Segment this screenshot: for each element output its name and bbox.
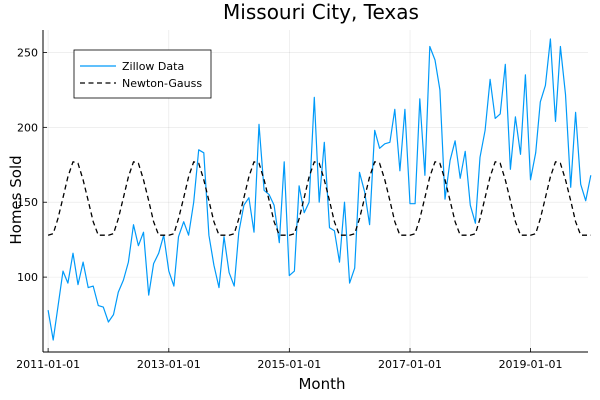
x-axis-label: Month [298,375,345,393]
x-tick-label: 2017-01-01 [378,358,442,371]
y-tick-label: 150 [17,196,38,209]
axes: 2011-01-01 2013-01-01 2015-01-01 2017-01-01… [16,30,588,371]
y-tick-label: 200 [17,121,38,134]
chart-title: Missouri City, Texas [223,0,419,24]
y-axis-label: Homes Sold [7,155,25,244]
series-layer [47,38,592,341]
series-line-zillow-data [47,38,592,341]
x-tick-label: 2011-01-01 [16,358,80,371]
x-tick-label: 2019-01-01 [499,358,563,371]
legend-label: Zillow Data [122,60,184,73]
series-line-newton-gauss [47,161,591,236]
y-tick-label: 100 [17,271,38,284]
x-tick-label: 2013-01-01 [137,358,201,371]
legend: Zillow Data Newton-Gauss [73,49,212,99]
legend-box [73,49,212,99]
x-tick-label: 2015-01-01 [257,358,321,371]
y-tick-label: 250 [17,46,38,59]
legend-label: Newton-Gauss [122,77,202,90]
